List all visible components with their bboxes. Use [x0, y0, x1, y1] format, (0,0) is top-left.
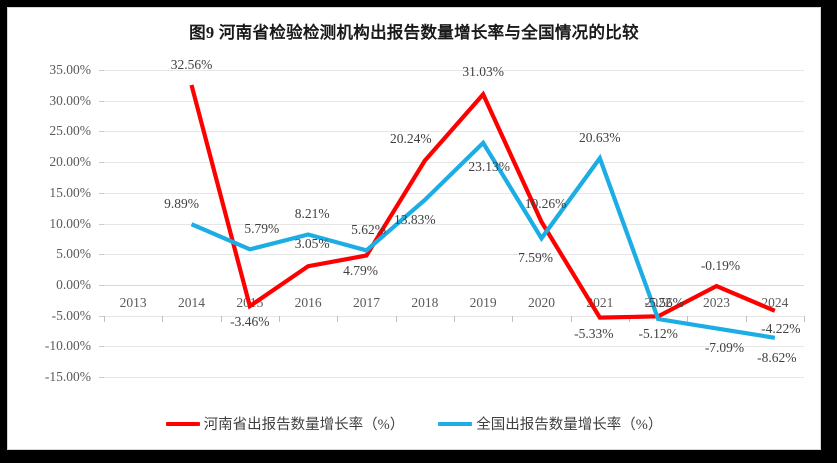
data-label-henan-2019: 31.03%	[462, 64, 504, 80]
x-axis-tick-2018: 2018	[411, 294, 439, 310]
gridline	[104, 346, 804, 348]
data-label-henan-2016: 3.05%	[294, 236, 330, 252]
y-axis-tick: 20.00%	[49, 154, 91, 170]
series-lines	[189, 84, 776, 340]
gridline	[104, 162, 804, 164]
y-axis-tickmark	[99, 254, 104, 256]
data-label-national-2023: -7.09%	[704, 340, 745, 356]
x-axis-tick-2023: 2023	[703, 294, 730, 310]
y-axis-tickmark	[99, 70, 104, 71]
y-axis-tick: 5.00%	[56, 246, 91, 262]
legend-label: 河南省出报告数量增长率（%）	[203, 417, 405, 433]
data-label-national-2016: 8.21%	[294, 206, 330, 222]
gridline	[104, 131, 804, 133]
x-axis-tickmark	[279, 315, 280, 322]
data-label-national-2017: 5.62%	[351, 222, 386, 238]
y-axis-tick: 10.00%	[49, 215, 91, 231]
y-axis-tick: -10.00%	[44, 338, 91, 354]
data-label-henan-2023: -0.19%	[700, 258, 741, 274]
y-axis-tick: 15.00%	[49, 184, 91, 200]
data-label-henan-2015: -3.46%	[230, 314, 270, 330]
x-axis-tick-2013: 2013	[119, 294, 147, 310]
y-axis-tickmark	[99, 192, 104, 194]
legend-swatch-icon	[438, 421, 473, 426]
gridline	[104, 192, 804, 194]
gridline	[104, 100, 804, 102]
data-label-national-2020: 7.59%	[518, 250, 553, 266]
data-label-national-2022: -5.56%	[644, 295, 684, 311]
series-line-henan	[189, 84, 776, 320]
data-label-henan-2022: -5.12%	[638, 326, 678, 342]
x-axis-tickmark	[687, 315, 689, 322]
gridline	[104, 377, 804, 378]
x-axis-tickmark	[454, 315, 455, 322]
data-label-national-2015: 5.79%	[244, 221, 280, 237]
x-axis-tick-2019: 2019	[469, 294, 497, 310]
legend-entry-henan[interactable]: 河南省出报告数量增长率（%）	[165, 413, 405, 434]
chart-container: 图9 河南省检验检测机构出报告数量增长率与全国情况的比较 35.00% 30.00…	[7, 7, 821, 450]
x-axis-tickmark	[512, 315, 514, 322]
y-axis-tick: -15.00%	[44, 369, 91, 384]
x-axis-tick-2017: 2017	[353, 294, 380, 310]
x-axis-tick-2014: 2014	[178, 294, 205, 310]
y-axis-tick: 25.00%	[49, 123, 91, 139]
x-axis-tickmark	[395, 315, 397, 322]
y-axis-tickmark	[99, 223, 104, 225]
gridline	[104, 70, 804, 71]
data-label-national-2018: 13.83%	[394, 211, 436, 227]
legend-entry-national[interactable]: 全国出报告数量增长率（%）	[438, 413, 662, 434]
y-axis-tickmark	[99, 315, 104, 317]
x-axis-tickmark	[804, 315, 805, 322]
chart-title: 图9 河南省检验检测机构出报告数量增长率与全国情况的比较	[189, 23, 639, 42]
x-axis-tickmark	[570, 315, 572, 322]
x-axis-tick-2020: 2020	[528, 294, 555, 310]
plot-area: 35.00% 30.00% 25.00% 20.00% 15.00% 10.00% 5.00…	[45, 57, 805, 384]
x-axis-tickmark	[104, 315, 105, 322]
x-axis-tick-2016: 2016	[294, 294, 322, 310]
data-label-henan-2021: -5.33%	[574, 325, 614, 341]
data-label-henan-2017: 4.79%	[343, 263, 378, 279]
series-line-national	[190, 139, 776, 340]
y-axis-tick: -5.00%	[51, 307, 91, 323]
legend-swatch-icon	[165, 421, 200, 426]
data-label-national-2024: -8.62%	[757, 349, 797, 365]
y-axis-tickmark	[99, 131, 104, 133]
y-axis-tickmark	[99, 162, 104, 164]
data-label-henan-2020: 10.26%	[524, 195, 567, 211]
legend-label: 全国出报告数量增长率（%）	[476, 417, 663, 433]
chart-legend: 河南省出报告数量增长率（%） 全国出报告数量增长率（%）	[8, 413, 820, 434]
y-axis-tickmark	[99, 346, 104, 348]
gridline	[104, 223, 804, 225]
y-axis-tick: 35.00%	[49, 62, 91, 77]
data-label-henan-2018: 20.24%	[390, 130, 432, 146]
y-axis-tickmark	[99, 284, 104, 286]
x-axis-tickmark	[337, 315, 339, 322]
data-label-henan-2014: 32.56%	[170, 56, 213, 72]
data-label-national-2014: 9.89%	[164, 196, 199, 212]
y-axis-tick: 0.00%	[56, 276, 91, 292]
gridline	[104, 254, 804, 256]
gridline	[104, 284, 804, 286]
data-label-national-2021: 20.63%	[579, 130, 621, 146]
x-axis-tickmark	[220, 315, 222, 322]
data-label-henan-2024: -4.22%	[761, 320, 801, 336]
data-label-national-2019: 23.13%	[468, 158, 510, 174]
y-axis-tick: 30.00%	[49, 92, 91, 108]
x-axis-tickmark	[745, 315, 747, 322]
y-axis-tickmark	[99, 100, 104, 102]
x-axis-tickmark	[162, 315, 164, 322]
y-axis-tickmark	[99, 377, 104, 378]
